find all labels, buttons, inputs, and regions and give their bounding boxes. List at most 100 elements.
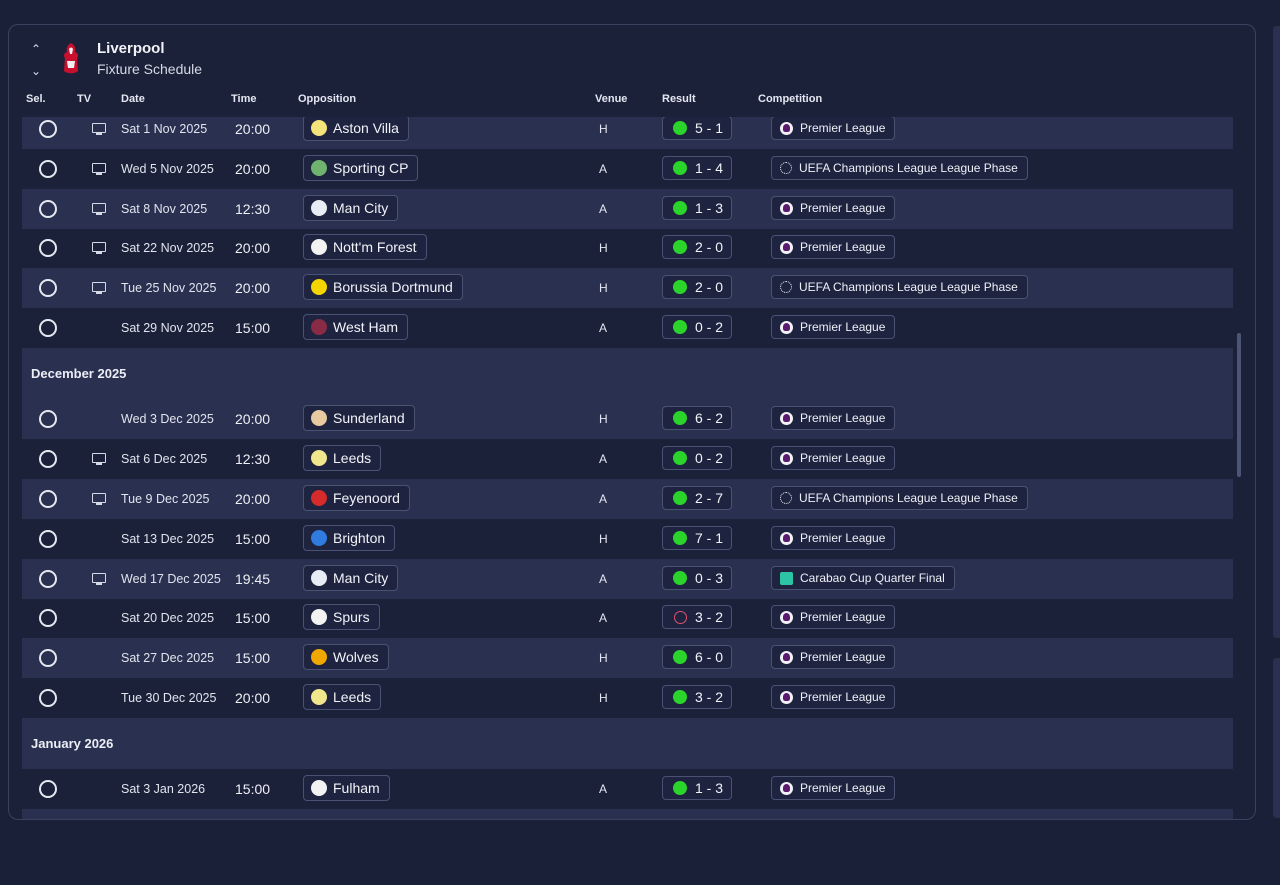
- opposition-button[interactable]: Brighton: [303, 525, 396, 551]
- opposition-button[interactable]: Spurs: [303, 604, 380, 630]
- column-header-competition[interactable]: Competition: [758, 93, 823, 105]
- competition-button[interactable]: Carabao Cup Quarter Final: [771, 566, 955, 590]
- fixture-date: Sat 27 Dec 2025: [121, 651, 215, 665]
- opposition-button[interactable]: West Ham: [303, 314, 409, 340]
- competition-button[interactable]: Premier League: [771, 235, 896, 259]
- opposition-button[interactable]: Man City: [303, 195, 399, 221]
- opposition-button[interactable]: Leeds: [303, 445, 382, 471]
- table-row-partial: [22, 809, 1233, 819]
- table-row[interactable]: Tue 30 Dec 2025 20:00 Leeds H 3 - 2 Premier L…: [22, 678, 1233, 718]
- fixture-time: 20:00: [235, 690, 271, 706]
- opposition-button[interactable]: Sporting CP: [303, 155, 419, 181]
- result-score: 3 - 2: [695, 689, 724, 705]
- result-button[interactable]: 6 - 0: [662, 645, 732, 669]
- result-button[interactable]: 2 - 7: [662, 486, 732, 510]
- result-button[interactable]: 7 - 1: [662, 526, 732, 550]
- result-button[interactable]: 2 - 0: [662, 275, 732, 299]
- select-radio[interactable]: [39, 530, 57, 548]
- opposition-button[interactable]: Wolves: [303, 644, 389, 670]
- opposition-button[interactable]: Leeds: [303, 684, 382, 710]
- fixture-list[interactable]: December 2025 January 2026 Sat 1 Nov 202…: [22, 117, 1233, 819]
- chevron-up-icon[interactable]: ⌃: [30, 42, 42, 56]
- table-row[interactable]: Sat 13 Dec 2025 15:00 Brighton H 7 - 1 Premie…: [22, 519, 1233, 559]
- select-radio[interactable]: [39, 200, 57, 218]
- tv-icon: [92, 163, 106, 175]
- result-button[interactable]: 1 - 4: [662, 156, 732, 180]
- chevron-down-icon[interactable]: ⌄: [30, 64, 42, 78]
- venue-value: H: [599, 241, 608, 255]
- opposition-button[interactable]: Nott'm Forest: [303, 234, 427, 260]
- table-row[interactable]: Sat 1 Nov 2025 20:00 Aston Villa H 5 - 1 Prem…: [22, 117, 1233, 149]
- column-header-tv[interactable]: TV: [77, 93, 92, 105]
- result-button[interactable]: 3 - 2: [662, 685, 732, 709]
- select-radio[interactable]: [39, 450, 57, 468]
- select-radio[interactable]: [39, 279, 57, 297]
- opposition-name: Feyenoord: [333, 490, 400, 506]
- competition-button[interactable]: UEFA Champions League League Phase: [771, 156, 1028, 180]
- opposition-button[interactable]: Aston Villa: [303, 117, 409, 141]
- venue-value: H: [599, 412, 608, 426]
- result-button[interactable]: 3 - 2: [662, 605, 732, 629]
- competition-button[interactable]: Premier League: [771, 645, 896, 669]
- competition-button[interactable]: Premier League: [771, 605, 896, 629]
- result-button[interactable]: 0 - 2: [662, 315, 732, 339]
- select-radio[interactable]: [39, 609, 57, 627]
- competition-button[interactable]: Premier League: [771, 776, 896, 800]
- competition-button[interactable]: Premier League: [771, 526, 896, 550]
- table-row[interactable]: Wed 3 Dec 2025 20:00 Sunderland H 6 - 2 Premi…: [22, 399, 1233, 439]
- table-row[interactable]: Tue 9 Dec 2025 20:00 Feyenoord A 2 - 7 UEFA C…: [22, 479, 1233, 519]
- table-row[interactable]: Sat 8 Nov 2025 12:30 Man City A 1 - 3 Premier…: [22, 189, 1233, 229]
- carabao-cup-icon: [780, 571, 793, 585]
- opposition-button[interactable]: Feyenoord: [303, 485, 410, 511]
- result-button[interactable]: 0 - 3: [662, 566, 732, 590]
- fixture-date: Sat 6 Dec 2025: [121, 452, 208, 466]
- opposition-name: Wolves: [333, 649, 379, 665]
- table-row[interactable]: Sat 3 Jan 2026 15:00 Fulham A 1 - 3 Premier L…: [22, 769, 1233, 809]
- result-button[interactable]: 0 - 2: [662, 446, 732, 470]
- competition-button[interactable]: Premier League: [771, 685, 896, 709]
- opposition-button[interactable]: Sunderland: [303, 405, 415, 431]
- competition-button[interactable]: UEFA Champions League League Phase: [771, 486, 1028, 510]
- table-row[interactable]: Wed 5 Nov 2025 20:00 Sporting CP A 1 - 4 UEFA…: [22, 149, 1233, 189]
- column-header-venue[interactable]: Venue: [595, 93, 628, 105]
- opposition-button[interactable]: Fulham: [303, 775, 390, 801]
- select-radio[interactable]: [39, 120, 57, 138]
- table-row[interactable]: Wed 17 Dec 2025 19:45 Man City A 0 - 3 Caraba…: [22, 559, 1233, 599]
- select-radio[interactable]: [39, 160, 57, 178]
- result-button[interactable]: 1 - 3: [662, 196, 732, 220]
- column-header-sel[interactable]: Sel.: [26, 93, 46, 105]
- competition-button[interactable]: UEFA Champions League League Phase: [771, 275, 1028, 299]
- column-header-time[interactable]: Time: [231, 93, 257, 105]
- result-button[interactable]: 2 - 0: [662, 235, 732, 259]
- select-radio[interactable]: [39, 410, 57, 428]
- table-row[interactable]: Sat 20 Dec 2025 15:00 Spurs A 3 - 2 Premier L…: [22, 598, 1233, 638]
- table-row[interactable]: Sat 22 Nov 2025 20:00 Nott'm Forest H 2 - 0 P…: [22, 228, 1233, 268]
- opposition-button[interactable]: Man City: [303, 565, 399, 591]
- table-row[interactable]: Sat 27 Dec 2025 15:00 Wolves H 6 - 0 Premier …: [22, 638, 1233, 678]
- select-radio[interactable]: [39, 649, 57, 667]
- competition-name: Premier League: [800, 201, 886, 215]
- fixture-date: Sat 3 Jan 2026: [121, 782, 206, 796]
- competition-button[interactable]: Premier League: [771, 117, 896, 140]
- table-row[interactable]: Tue 25 Nov 2025 20:00 Borussia Dortmund H 2 …: [22, 268, 1233, 308]
- select-radio[interactable]: [39, 689, 57, 707]
- competition-button[interactable]: Premier League: [771, 196, 896, 220]
- column-header-result[interactable]: Result: [662, 93, 696, 105]
- competition-button[interactable]: Premier League: [771, 406, 896, 430]
- select-radio[interactable]: [39, 780, 57, 798]
- result-button[interactable]: 5 - 1: [662, 117, 732, 140]
- select-radio[interactable]: [39, 239, 57, 257]
- table-row[interactable]: Sat 6 Dec 2025 12:30 Leeds A 0 - 2 Premier Le…: [22, 439, 1233, 479]
- scrollbar-thumb[interactable]: [1237, 333, 1241, 477]
- column-header-date[interactable]: Date: [121, 93, 145, 105]
- competition-button[interactable]: Premier League: [771, 315, 896, 339]
- result-button[interactable]: 1 - 3: [662, 776, 732, 800]
- opposition-button[interactable]: Borussia Dortmund: [303, 274, 463, 300]
- select-radio[interactable]: [39, 570, 57, 588]
- result-button[interactable]: 6 - 2: [662, 406, 732, 430]
- select-radio[interactable]: [39, 319, 57, 337]
- select-radio[interactable]: [39, 490, 57, 508]
- table-row[interactable]: Sat 29 Nov 2025 15:00 West Ham A 0 - 2 Premie…: [22, 308, 1233, 348]
- competition-button[interactable]: Premier League: [771, 446, 896, 470]
- column-header-opposition[interactable]: Opposition: [298, 93, 357, 105]
